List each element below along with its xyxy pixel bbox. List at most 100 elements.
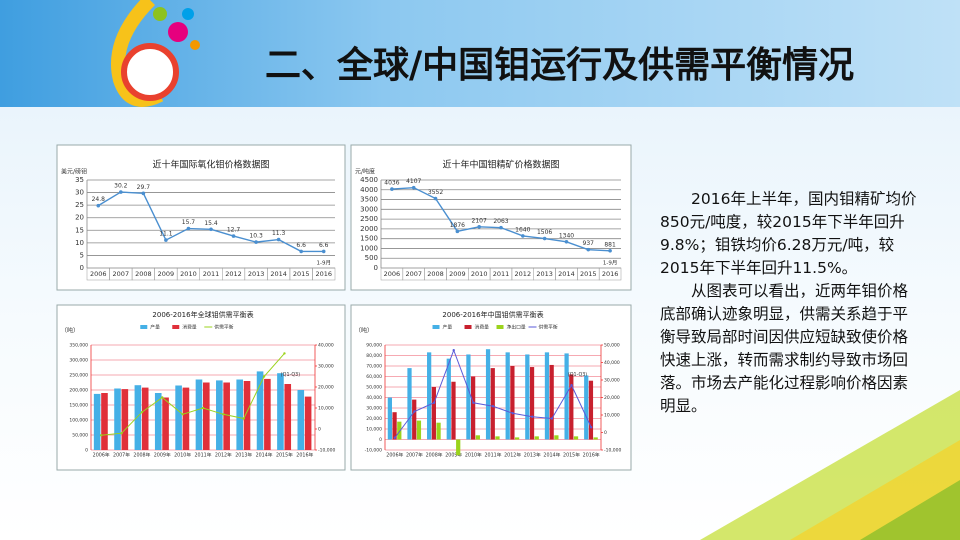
data-label: 12.7 bbox=[227, 227, 241, 234]
point bbox=[120, 432, 123, 435]
point bbox=[276, 237, 281, 242]
y-tick-label: 10 bbox=[75, 239, 84, 247]
y-tick-label: 250,000 bbox=[69, 373, 88, 379]
legend-label: 产量 bbox=[150, 324, 160, 331]
x-tick-label: 2011年 bbox=[484, 452, 501, 459]
paragraph: 从图表可以看出，近两年钼价格底部确认迹象明显，供需关系趋于平衡导致局部时间因供应… bbox=[660, 282, 909, 415]
point bbox=[181, 413, 184, 416]
x-tick-label: 2011 bbox=[493, 270, 510, 278]
y-tick-label: 0 bbox=[374, 264, 378, 272]
legend-swatch bbox=[140, 325, 148, 329]
point bbox=[452, 349, 455, 352]
y-tick-label: 20,000 bbox=[366, 416, 382, 422]
x-tick-label: 2006 bbox=[384, 270, 401, 278]
bar bbox=[256, 371, 264, 450]
bar bbox=[216, 380, 223, 450]
chart-title: 2006-2016年全球钼供需平衡表 bbox=[152, 310, 253, 319]
bar bbox=[554, 435, 559, 440]
y-tick-label: 200,000 bbox=[69, 388, 88, 394]
x-tick-cell bbox=[598, 267, 622, 281]
point bbox=[222, 413, 225, 416]
data-label: 1340 bbox=[559, 232, 574, 239]
bar bbox=[101, 393, 108, 450]
point bbox=[521, 234, 525, 238]
point bbox=[119, 190, 123, 194]
bar bbox=[416, 420, 422, 440]
chart-title: 2006-2016年中国钼供需平衡表 bbox=[442, 310, 543, 319]
point bbox=[231, 234, 236, 238]
bar bbox=[175, 385, 182, 450]
bar bbox=[114, 388, 121, 450]
bar bbox=[243, 381, 251, 450]
point bbox=[542, 236, 547, 241]
point bbox=[432, 401, 436, 404]
bar bbox=[446, 358, 451, 440]
y-tick-label: 150,000 bbox=[69, 403, 88, 409]
x-tick-label: 2008年 bbox=[426, 452, 443, 459]
point bbox=[491, 405, 495, 408]
y-tick-label: 90,000 bbox=[366, 343, 382, 349]
point bbox=[433, 196, 438, 201]
y2-tick-label: 0 bbox=[318, 427, 321, 433]
point bbox=[390, 187, 394, 191]
point bbox=[96, 203, 101, 208]
y-tick-label: 50,000 bbox=[72, 433, 88, 439]
y-tick-label: 2000 bbox=[360, 225, 378, 233]
bar bbox=[510, 366, 515, 440]
bar bbox=[584, 375, 589, 440]
chart-title: 近十年中国钼精矿价格数据图 bbox=[442, 159, 559, 171]
bar bbox=[134, 385, 142, 450]
y-tick-label: 15 bbox=[75, 226, 84, 234]
bar bbox=[407, 368, 412, 440]
x-tick-label: 2014 bbox=[270, 270, 287, 278]
point bbox=[186, 226, 191, 231]
bar bbox=[431, 387, 436, 440]
x-tick-label: 2009年 bbox=[154, 452, 171, 459]
bar bbox=[284, 384, 292, 450]
bar bbox=[593, 437, 598, 440]
y-tick-label: 3000 bbox=[360, 205, 378, 213]
y-tick-label: 70,000 bbox=[366, 364, 382, 370]
point bbox=[413, 410, 416, 413]
legend-label: 消费量 bbox=[182, 324, 197, 331]
y2-tick-label: 10,000 bbox=[604, 413, 620, 419]
x-tick-label: 2007 bbox=[405, 270, 422, 278]
logo-dot bbox=[182, 8, 194, 20]
x-tick-label: 2008 bbox=[427, 270, 444, 278]
x-tick-label: 2013 bbox=[536, 270, 553, 278]
bar bbox=[529, 367, 535, 440]
legend-label: 净出口量 bbox=[507, 324, 526, 331]
y-tick-label: 60,000 bbox=[366, 374, 382, 380]
data-label: 15.7 bbox=[182, 219, 196, 226]
y2-tick-label: 30,000 bbox=[318, 364, 334, 370]
y-tick-label: 10,000 bbox=[366, 427, 382, 433]
x-tick-label: 2007年 bbox=[406, 452, 423, 459]
bar bbox=[121, 389, 129, 450]
point bbox=[201, 406, 205, 410]
point bbox=[283, 352, 286, 355]
x-tick-label: 2012 bbox=[225, 270, 242, 278]
y-tick-label: 5 bbox=[80, 251, 84, 259]
data-label: 2107 bbox=[472, 217, 487, 224]
point bbox=[570, 384, 573, 387]
legend-label: 产量 bbox=[443, 324, 453, 331]
point bbox=[262, 375, 266, 378]
y-axis-label: 美元/磅钼 bbox=[61, 168, 87, 176]
bar bbox=[485, 349, 491, 440]
x-tick-label: 2010 bbox=[471, 270, 488, 278]
slide-title: 二、全球/中国钼运行及供需平衡情况 bbox=[265, 44, 855, 86]
x-tick-label: 2013 bbox=[248, 270, 265, 278]
y-axis-label: （吨） bbox=[61, 327, 79, 335]
bar bbox=[223, 382, 230, 450]
y-tick-label: 1000 bbox=[360, 244, 378, 252]
x-tick-label: 2015 bbox=[293, 270, 310, 278]
point bbox=[209, 227, 213, 232]
point bbox=[499, 225, 503, 230]
legend-label: 消费量 bbox=[475, 324, 490, 331]
data-label: 15.4 bbox=[204, 220, 218, 227]
x-tick-label: 2011年 bbox=[194, 452, 211, 459]
x-tick-label: 2014 bbox=[558, 270, 575, 278]
bar bbox=[195, 379, 203, 450]
x-tick-label: 2008 bbox=[135, 270, 152, 278]
point bbox=[550, 417, 554, 420]
